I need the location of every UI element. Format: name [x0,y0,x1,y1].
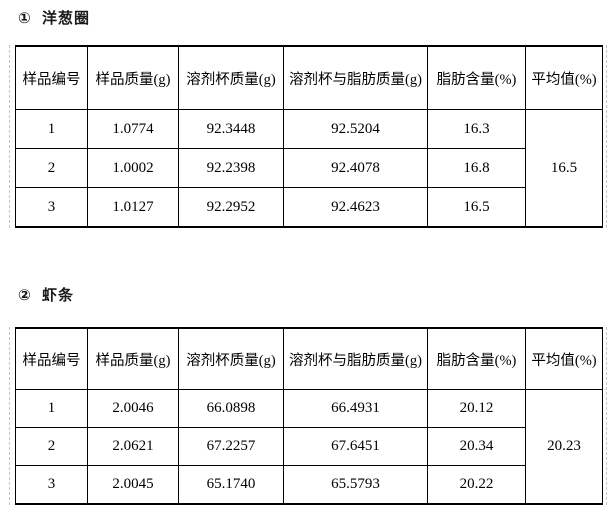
col-header-sample-id: 样品编号 [15,327,88,390]
cell-cup-mass: 65.1740 [178,465,284,505]
cell-cup-fat-mass: 66.4931 [283,389,428,428]
cell-cup-fat-mass: 92.4623 [283,187,428,228]
cell-sample-id: 3 [15,465,88,505]
cell-sample-id: 2 [15,427,88,466]
table-row: 2 1.0002 92.2398 92.4078 16.8 [15,148,603,188]
cell-sample-id: 1 [15,109,88,149]
cell-fat-content: 16.5 [427,187,526,228]
table-row: 3 2.0045 65.1740 65.5793 20.22 [15,465,603,505]
text-boundary-dashed-line [606,45,607,228]
table-row: 2 2.0621 67.2257 67.6451 20.34 [15,427,603,466]
text-boundary-dashed-line [9,327,10,505]
col-header-average: 平均值(%) [525,327,603,390]
cell-fat-content: 20.22 [427,465,526,505]
text-boundary-dashed-line [9,45,10,228]
cell-average: 20.23 [525,389,603,505]
col-header-cup-mass: 溶剂杯质量(g) [178,327,284,390]
fat-content-table-onion-rings: 样品编号 样品质量(g) 溶剂杯质量(g) 溶剂杯与脂肪质量(g) 脂肪含量(%… [15,45,603,228]
col-header-sample-id: 样品编号 [15,45,88,110]
table-header-row: 样品编号 样品质量(g) 溶剂杯质量(g) 溶剂杯与脂肪质量(g) 脂肪含量(%… [15,45,603,110]
cell-fat-content: 16.8 [427,148,526,188]
col-header-cup-mass: 溶剂杯质量(g) [178,45,284,110]
cell-cup-mass: 92.3448 [178,109,284,149]
col-header-fat-content: 脂肪含量(%) [427,45,526,110]
cell-cup-mass: 67.2257 [178,427,284,466]
col-header-sample-mass: 样品质量(g) [87,327,179,390]
cell-fat-content: 20.12 [427,389,526,428]
cell-sample-id: 3 [15,187,88,228]
table-row: 1 1.0774 92.3448 92.5204 16.3 16.5 [15,109,603,228]
cell-cup-fat-mass: 65.5793 [283,465,428,505]
cell-sample-id: 2 [15,148,88,188]
cell-cup-mass: 66.0898 [178,389,284,428]
table-row: 3 1.0127 92.2952 92.4623 16.5 [15,187,603,228]
table-header-row: 样品编号 样品质量(g) 溶剂杯质量(g) 溶剂杯与脂肪质量(g) 脂肪含量(%… [15,327,603,390]
text-boundary-dashed-line [606,327,607,505]
cell-sample-mass: 1.0774 [87,109,179,149]
col-header-cup-fat-mass: 溶剂杯与脂肪质量(g) [283,45,428,110]
cell-sample-id: 1 [15,389,88,428]
cell-cup-fat-mass: 67.6451 [283,427,428,466]
cell-sample-mass: 2.0621 [87,427,179,466]
cell-cup-fat-mass: 92.5204 [283,109,428,149]
cell-cup-mass: 92.2398 [178,148,284,188]
cell-sample-mass: 1.0002 [87,148,179,188]
col-header-cup-fat-mass: 溶剂杯与脂肪质量(g) [283,327,428,390]
cell-sample-mass: 1.0127 [87,187,179,228]
cell-average: 16.5 [525,109,603,228]
col-header-sample-mass: 样品质量(g) [87,45,179,110]
cell-fat-content: 16.3 [427,109,526,149]
section-title-shrimp-strips: ② 虾条 [18,287,75,304]
fat-content-table-shrimp-strips: 样品编号 样品质量(g) 溶剂杯质量(g) 溶剂杯与脂肪质量(g) 脂肪含量(%… [15,327,603,505]
cell-cup-mass: 92.2952 [178,187,284,228]
col-header-fat-content: 脂肪含量(%) [427,327,526,390]
cell-sample-mass: 2.0045 [87,465,179,505]
cell-fat-content: 20.34 [427,427,526,466]
col-header-average: 平均值(%) [525,45,603,110]
section-title-onion-rings: ① 洋葱圈 [18,10,91,27]
cell-cup-fat-mass: 92.4078 [283,148,428,188]
cell-sample-mass: 2.0046 [87,389,179,428]
table-row: 1 2.0046 66.0898 66.4931 20.12 20.23 [15,389,603,505]
